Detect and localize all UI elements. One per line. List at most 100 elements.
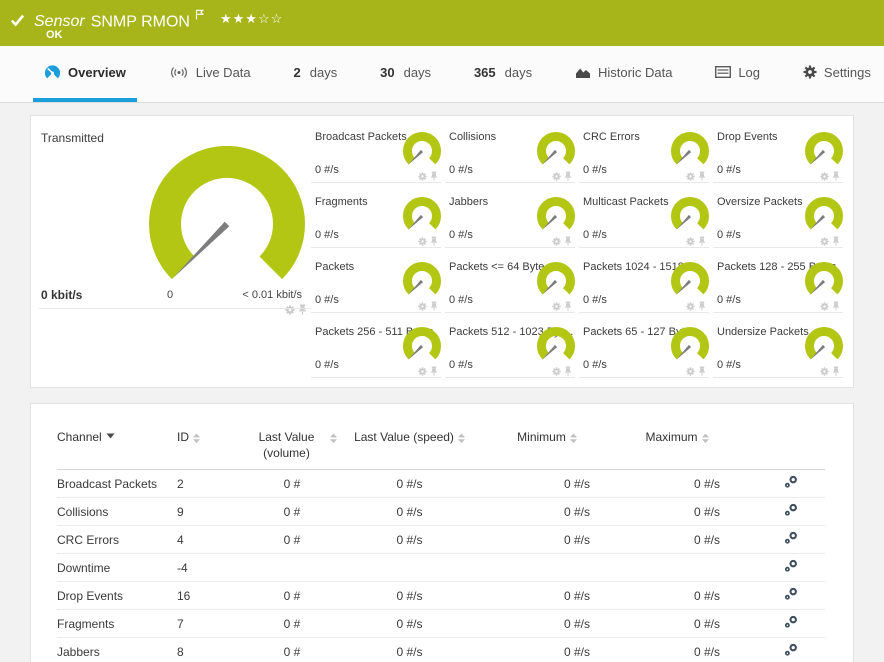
column-header-id[interactable]: ID	[177, 430, 247, 446]
pin-icon[interactable]	[564, 171, 572, 181]
tab-log[interactable]: Log	[704, 46, 771, 102]
gear-icon[interactable]	[820, 301, 829, 311]
channel-settings-icon[interactable]	[784, 531, 799, 545]
tab-label: days	[309, 64, 338, 80]
channel-settings-icon[interactable]	[784, 559, 799, 573]
tab-settings[interactable]: Settings	[792, 46, 882, 102]
channel-id: 16	[177, 588, 191, 603]
gear-icon[interactable]	[552, 301, 561, 311]
gauge-scale-max: < 0.01 kbit/s	[242, 289, 302, 301]
gauge-cell: Packets 128 - 255 Bytes 0 #/s	[713, 254, 847, 319]
gear-icon[interactable]	[418, 301, 427, 311]
table-body: Broadcast Packets 2 0 # 0 #/s 0 #/s 0 #/…	[57, 470, 825, 662]
channel-table-panel: Channel ID Last Value (volume) Last Valu…	[30, 403, 854, 662]
sort-desc-icon	[106, 433, 115, 439]
gear-icon[interactable]	[552, 366, 561, 376]
last-value-volume: 0 #	[283, 532, 301, 547]
channel-name[interactable]: Jabbers	[57, 644, 100, 659]
gear-icon[interactable]	[820, 171, 829, 181]
gear-icon[interactable]	[820, 236, 829, 246]
channel-settings-icon[interactable]	[784, 587, 799, 601]
channel-settings-icon[interactable]	[784, 615, 799, 629]
tab-number: 2	[293, 64, 301, 80]
check-icon	[10, 14, 25, 27]
maximum-value: 0 #/s	[693, 476, 720, 491]
gauge-title: Packets 65 - 127 Bytes	[583, 326, 697, 338]
tab-2-days[interactable]: 2 days	[283, 46, 349, 102]
table-row: Broadcast Packets 2 0 # 0 #/s 0 #/s 0 #/…	[57, 470, 825, 498]
gear-icon[interactable]	[418, 236, 427, 246]
tab-365-days[interactable]: 365 days	[463, 46, 543, 102]
tab-overview[interactable]: Overview	[33, 46, 137, 102]
pin-icon[interactable]	[698, 236, 706, 246]
pin-icon[interactable]	[298, 304, 307, 315]
channel-name[interactable]: Collisions	[57, 504, 109, 519]
tab-live-data[interactable]: Live Data	[158, 46, 262, 102]
gear-icon[interactable]	[820, 366, 829, 376]
gear-icon[interactable]	[552, 236, 561, 246]
column-header-last-value-volume[interactable]: Last Value (volume)	[247, 430, 337, 461]
table-row: Jabbers 8 0 # 0 #/s 0 #/s 0 #/s	[57, 638, 825, 662]
channel-settings-icon[interactable]	[784, 643, 799, 657]
pin-icon[interactable]	[698, 301, 706, 311]
column-header-minimum[interactable]: Minimum	[482, 430, 612, 446]
channel-name[interactable]: Broadcast Packets	[57, 476, 158, 491]
gauge-cell: CRC Errors 0 #/s	[579, 124, 713, 189]
pin-icon[interactable]	[698, 366, 706, 376]
gauge-title: Oversize Packets	[717, 196, 803, 208]
sort-icon	[701, 433, 709, 443]
channel-id: -4	[177, 560, 188, 575]
channel-name[interactable]: Fragments	[57, 616, 115, 631]
column-header-last-value-speed[interactable]: Last Value (speed)	[337, 430, 482, 446]
pin-icon[interactable]	[832, 366, 840, 376]
gauge-icon	[671, 262, 709, 295]
tab-30-days[interactable]: 30 days	[369, 46, 442, 102]
gear-icon[interactable]	[686, 366, 695, 376]
channel-settings-icon[interactable]	[784, 475, 799, 489]
pin-icon[interactable]	[564, 301, 572, 311]
gauge-value: 0 kbit/s	[41, 288, 83, 302]
gauge-value: 0 #/s	[583, 229, 607, 241]
gauge-icon	[44, 64, 61, 78]
gear-icon[interactable]	[686, 301, 695, 311]
priority-flag-icon[interactable]	[195, 7, 205, 24]
pin-icon[interactable]	[832, 171, 840, 181]
channel-settings-icon[interactable]	[784, 503, 799, 517]
gear-icon[interactable]	[552, 171, 561, 181]
pin-icon[interactable]	[430, 366, 438, 376]
gauge-value: 0 #/s	[315, 294, 339, 306]
gear-icon[interactable]	[285, 304, 295, 315]
tab-historic-data[interactable]: Historic Data	[564, 46, 683, 102]
last-value-speed: 0 #/s	[396, 504, 423, 519]
pin-icon[interactable]	[564, 236, 572, 246]
gear-icon[interactable]	[686, 236, 695, 246]
channel-name[interactable]: CRC Errors	[57, 532, 119, 547]
gauge-icon	[403, 197, 441, 230]
pin-icon[interactable]	[832, 236, 840, 246]
gear-icon[interactable]	[686, 171, 695, 181]
column-header-channel[interactable]: Channel	[57, 430, 177, 446]
pin-icon[interactable]	[430, 171, 438, 181]
channel-name[interactable]: Drop Events	[57, 588, 124, 603]
pin-icon[interactable]	[430, 301, 438, 311]
priority-stars[interactable]: ★★★☆☆	[220, 11, 283, 26]
table-row: Collisions 9 0 # 0 #/s 0 #/s 0 #/s	[57, 498, 825, 526]
pin-icon[interactable]	[832, 301, 840, 311]
last-value-speed: 0 #/s	[396, 476, 423, 491]
tab-label: days	[403, 64, 432, 80]
column-header-maximum[interactable]: Maximum	[612, 430, 742, 446]
maximum-value: 0 #/s	[693, 532, 720, 547]
tab-label: days	[504, 64, 533, 80]
channel-name[interactable]: Downtime	[57, 560, 111, 575]
pin-icon[interactable]	[430, 236, 438, 246]
gauge-cell: Packets <= 64 Byte 0 #/s	[445, 254, 579, 319]
pin-icon[interactable]	[564, 366, 572, 376]
pin-icon[interactable]	[698, 171, 706, 181]
sort-icon	[457, 433, 465, 443]
gauge-value: 0 #/s	[717, 359, 741, 371]
live-data-icon	[170, 66, 187, 78]
gear-icon[interactable]	[418, 366, 427, 376]
tab-label: Live Data	[195, 64, 251, 80]
gear-icon[interactable]	[418, 171, 427, 181]
last-value-speed: 0 #/s	[396, 616, 423, 631]
